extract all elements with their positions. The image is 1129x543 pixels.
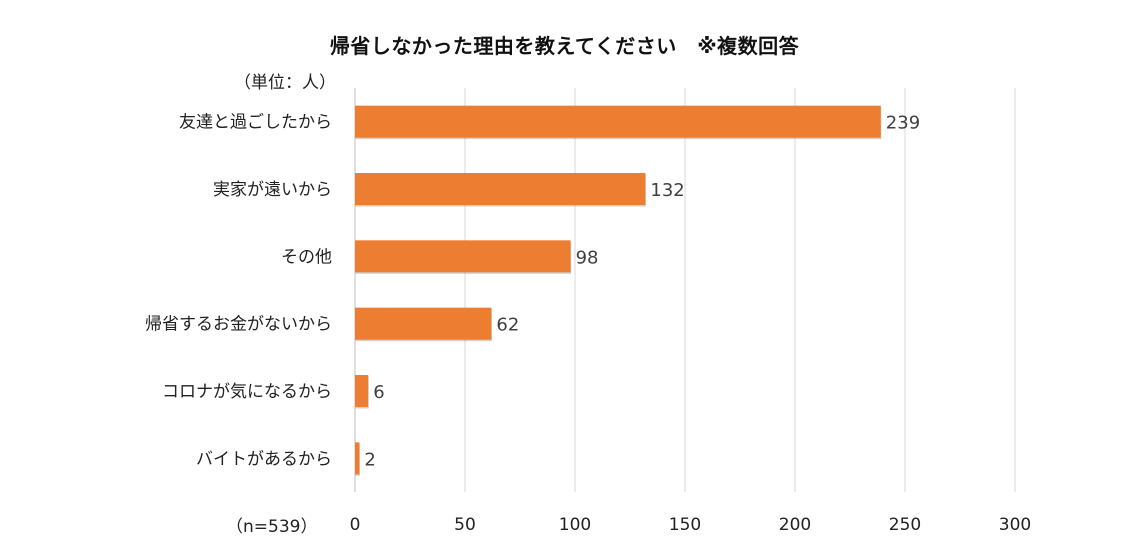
x-tick-label: 250: [889, 515, 921, 535]
x-tick-label: 100: [559, 515, 591, 535]
category-label: 帰省するお金がないから: [145, 315, 332, 335]
data-label: 132: [650, 180, 684, 201]
category-label: 友達と過ごしたから: [179, 113, 332, 133]
data-label: 2: [364, 449, 375, 470]
x-tick-label: 150: [669, 515, 701, 535]
bar: [355, 173, 646, 205]
bar: [355, 307, 492, 340]
data-label: 6: [373, 382, 384, 403]
category-label: バイトがあるから: [196, 449, 332, 469]
sample-size-note: （n=539）: [226, 517, 318, 537]
x-tick-label: 200: [779, 515, 811, 535]
data-label: 239: [886, 113, 920, 134]
category-label: 実家が遠いから: [213, 180, 332, 200]
x-tick-label: 50: [454, 515, 476, 535]
data-label: 62: [496, 315, 519, 336]
bar: [355, 105, 881, 138]
unit-label: （単位：人）: [234, 73, 336, 93]
bar: [355, 375, 369, 407]
category-label: コロナが気になるから: [162, 382, 332, 402]
bar: [355, 240, 571, 273]
category-label: その他: [281, 247, 332, 267]
chart-title: 帰省しなかった理由を教えてください ※複数回答: [329, 34, 800, 58]
x-tick-label: 300: [999, 515, 1031, 535]
bar: [355, 442, 360, 475]
x-tick-label: 0: [350, 515, 361, 535]
data-label: 98: [576, 247, 599, 268]
